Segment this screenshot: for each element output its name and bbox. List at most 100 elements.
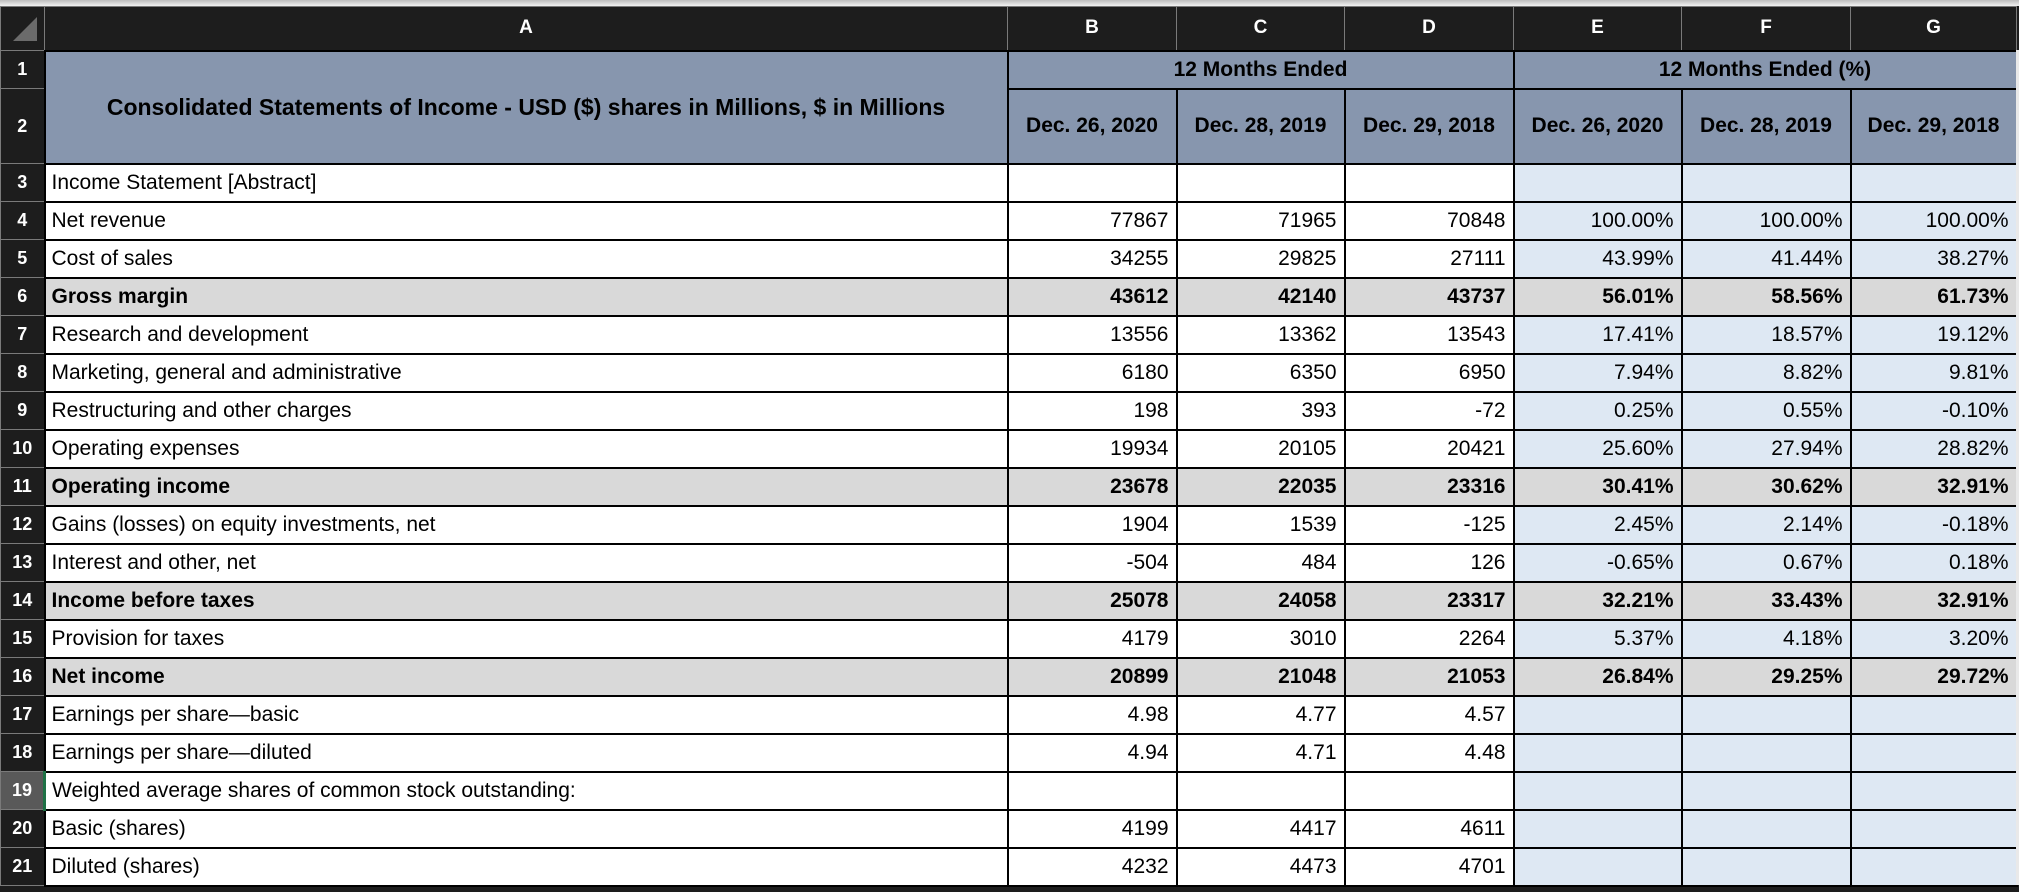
cell-A9[interactable]: Restructuring and other charges bbox=[43, 390, 1009, 431]
cell-C10[interactable]: 20105 bbox=[1175, 428, 1346, 469]
row-header-2[interactable]: 2 bbox=[0, 88, 45, 164]
cell-C15[interactable]: 3010 bbox=[1175, 618, 1346, 659]
cell-E15[interactable]: 5.37% bbox=[1512, 618, 1683, 659]
row-header-18[interactable]: 18 bbox=[0, 733, 45, 772]
row-header-15[interactable]: 15 bbox=[0, 619, 45, 658]
cell-D14[interactable]: 23317 bbox=[1343, 580, 1515, 621]
cell-B6[interactable]: 43612 bbox=[1006, 276, 1178, 317]
cell-E8[interactable]: 7.94% bbox=[1512, 352, 1683, 393]
cell-E19[interactable] bbox=[1512, 770, 1683, 811]
column-header-c[interactable]: C bbox=[1176, 6, 1345, 51]
cell-F5[interactable]: 41.44% bbox=[1680, 238, 1852, 279]
cell-D11[interactable]: 23316 bbox=[1343, 466, 1515, 507]
row-header-8[interactable]: 8 bbox=[0, 353, 45, 392]
cell-D10[interactable]: 20421 bbox=[1343, 428, 1515, 469]
cell-G11[interactable]: 32.91% bbox=[1849, 466, 2018, 507]
cell-G15[interactable]: 3.20% bbox=[1849, 618, 2018, 659]
cell-D6[interactable]: 43737 bbox=[1343, 276, 1515, 317]
column-header-a[interactable]: A bbox=[44, 6, 1008, 51]
cell-A12[interactable]: Gains (losses) on equity investments, ne… bbox=[43, 504, 1009, 545]
cell-A13[interactable]: Interest and other, net bbox=[43, 542, 1009, 583]
cell-G17[interactable] bbox=[1849, 694, 2018, 735]
cell-B19[interactable] bbox=[1006, 770, 1178, 811]
cell-D13[interactable]: 126 bbox=[1343, 542, 1515, 583]
cell-A4[interactable]: Net revenue bbox=[43, 200, 1009, 241]
cell-A5[interactable]: Cost of sales bbox=[43, 238, 1009, 279]
cell-G3[interactable] bbox=[1849, 162, 2018, 203]
cell-G14[interactable]: 32.91% bbox=[1849, 580, 2018, 621]
cell-G12[interactable]: -0.18% bbox=[1849, 504, 2018, 545]
cell-B8[interactable]: 6180 bbox=[1006, 352, 1178, 393]
cell-C8[interactable]: 6350 bbox=[1175, 352, 1346, 393]
cell-D21[interactable]: 4701 bbox=[1343, 846, 1515, 887]
cell-G5[interactable]: 38.27% bbox=[1849, 238, 2018, 279]
cell-C17[interactable]: 4.77 bbox=[1175, 694, 1346, 735]
cell-C4[interactable]: 71965 bbox=[1175, 200, 1346, 241]
row-header-7[interactable]: 7 bbox=[0, 315, 45, 354]
cell-D18[interactable]: 4.48 bbox=[1343, 732, 1515, 773]
cell-B16[interactable]: 20899 bbox=[1006, 656, 1178, 697]
cell-D5[interactable]: 27111 bbox=[1343, 238, 1515, 279]
cell-C11[interactable]: 22035 bbox=[1175, 466, 1346, 507]
cell-C14[interactable]: 24058 bbox=[1175, 580, 1346, 621]
cell-C16[interactable]: 21048 bbox=[1175, 656, 1346, 697]
row-header-19[interactable]: 19 bbox=[0, 771, 45, 810]
cell-E9[interactable]: 0.25% bbox=[1512, 390, 1683, 431]
cell-C5[interactable]: 29825 bbox=[1175, 238, 1346, 279]
cell-C2-date[interactable]: Dec. 28, 2019 bbox=[1175, 87, 1346, 165]
column-header-e[interactable]: E bbox=[1513, 6, 1682, 51]
cell-B15[interactable]: 4179 bbox=[1006, 618, 1178, 659]
row-header-10[interactable]: 10 bbox=[0, 429, 45, 468]
cell-F4[interactable]: 100.00% bbox=[1680, 200, 1852, 241]
cell-G8[interactable]: 9.81% bbox=[1849, 352, 2018, 393]
row-header-3[interactable]: 3 bbox=[0, 163, 45, 202]
cell-E13[interactable]: -0.65% bbox=[1512, 542, 1683, 583]
cell-E12[interactable]: 2.45% bbox=[1512, 504, 1683, 545]
cell-G10[interactable]: 28.82% bbox=[1849, 428, 2018, 469]
cell-C21[interactable]: 4473 bbox=[1175, 846, 1346, 887]
cell-B14[interactable]: 25078 bbox=[1006, 580, 1178, 621]
column-header-d[interactable]: D bbox=[1344, 6, 1514, 51]
cell-G13[interactable]: 0.18% bbox=[1849, 542, 2018, 583]
cell-A11[interactable]: Operating income bbox=[43, 466, 1009, 507]
cell-A18[interactable]: Earnings per share—diluted bbox=[43, 732, 1009, 773]
cell-G4[interactable]: 100.00% bbox=[1849, 200, 2018, 241]
cell-C20[interactable]: 4417 bbox=[1175, 808, 1346, 849]
cell-C13[interactable]: 484 bbox=[1175, 542, 1346, 583]
cell-B11[interactable]: 23678 bbox=[1006, 466, 1178, 507]
column-header-b[interactable]: B bbox=[1007, 6, 1177, 51]
cell-F16[interactable]: 29.25% bbox=[1680, 656, 1852, 697]
row-header-9[interactable]: 9 bbox=[0, 391, 45, 430]
cell-E14[interactable]: 32.21% bbox=[1512, 580, 1683, 621]
cell-F6[interactable]: 58.56% bbox=[1680, 276, 1852, 317]
cell-G19[interactable] bbox=[1849, 770, 2018, 811]
cell-E17[interactable] bbox=[1512, 694, 1683, 735]
cell-A19[interactable]: Weighted average shares of common stock … bbox=[43, 770, 1009, 811]
row-header-17[interactable]: 17 bbox=[0, 695, 45, 734]
row-header-20[interactable]: 20 bbox=[0, 809, 45, 848]
cell-B20[interactable]: 4199 bbox=[1006, 808, 1178, 849]
cell-D9[interactable]: -72 bbox=[1343, 390, 1515, 431]
cell-B12[interactable]: 1904 bbox=[1006, 504, 1178, 545]
cell-A6[interactable]: Gross margin bbox=[43, 276, 1009, 317]
cell-F3[interactable] bbox=[1680, 162, 1852, 203]
cell-B4[interactable]: 77867 bbox=[1006, 200, 1178, 241]
cell-A21[interactable]: Diluted (shares) bbox=[43, 846, 1009, 887]
cell-A10[interactable]: Operating expenses bbox=[43, 428, 1009, 469]
row-header-5[interactable]: 5 bbox=[0, 239, 45, 278]
cell-B17[interactable]: 4.98 bbox=[1006, 694, 1178, 735]
cell-D2-date[interactable]: Dec. 29, 2018 bbox=[1343, 87, 1515, 165]
cell-D19[interactable] bbox=[1343, 770, 1515, 811]
cell-D8[interactable]: 6950 bbox=[1343, 352, 1515, 393]
cell-D15[interactable]: 2264 bbox=[1343, 618, 1515, 659]
cell-B10[interactable]: 19934 bbox=[1006, 428, 1178, 469]
cell-C3[interactable] bbox=[1175, 162, 1346, 203]
cell-E6[interactable]: 56.01% bbox=[1512, 276, 1683, 317]
row-header-6[interactable]: 6 bbox=[0, 277, 45, 316]
cell-F21[interactable] bbox=[1680, 846, 1852, 887]
row-header-16[interactable]: 16 bbox=[0, 657, 45, 696]
cell-A1-title[interactable]: Consolidated Statements of Income - USD … bbox=[43, 49, 1009, 165]
cell-G7[interactable]: 19.12% bbox=[1849, 314, 2018, 355]
cell-A17[interactable]: Earnings per share—basic bbox=[43, 694, 1009, 735]
cell-E5[interactable]: 43.99% bbox=[1512, 238, 1683, 279]
